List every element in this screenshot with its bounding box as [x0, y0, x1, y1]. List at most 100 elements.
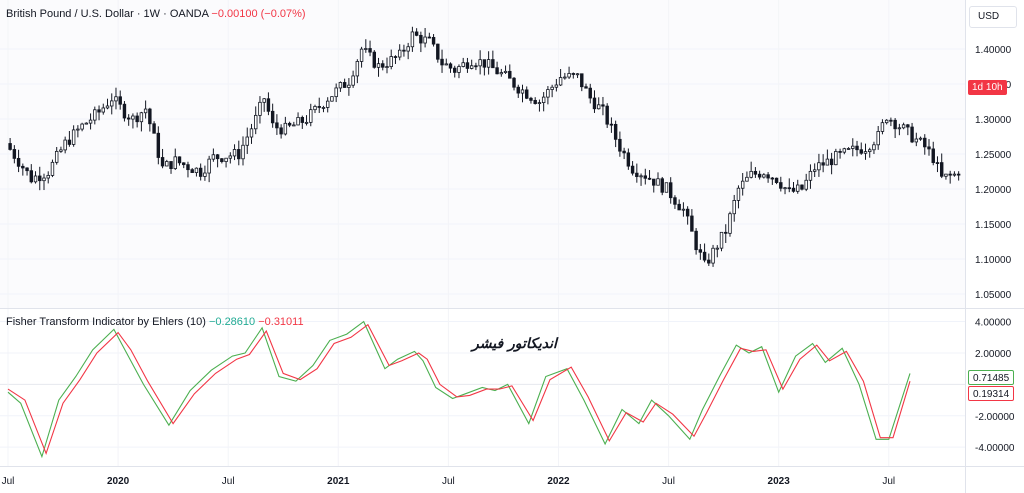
indicator-tick-label: 2.00000	[975, 349, 1012, 360]
candle-body	[186, 164, 190, 171]
candle-body	[469, 65, 474, 69]
candle-body	[609, 123, 614, 126]
candle-body	[694, 230, 698, 251]
candle-body	[436, 43, 440, 60]
candle-body	[702, 251, 707, 261]
candle-body	[33, 175, 38, 183]
candle-body	[512, 77, 516, 88]
candle-body	[580, 73, 584, 88]
candle-body	[859, 149, 863, 154]
candle-body	[834, 151, 838, 166]
candle-body	[554, 84, 559, 88]
price-tick-label: 1.05000	[975, 290, 1012, 301]
candle-body	[321, 107, 326, 109]
candle-body	[588, 87, 592, 99]
candle-body	[393, 56, 398, 58]
candle-body	[486, 59, 491, 68]
candle-body	[359, 48, 364, 62]
candle-body	[639, 175, 643, 178]
candle-body	[317, 106, 321, 108]
candle-body	[275, 122, 279, 129]
candle-body	[884, 119, 889, 124]
candle-body	[88, 119, 93, 124]
candle-body	[406, 46, 410, 52]
candle-body	[21, 165, 25, 169]
candle-body	[503, 70, 508, 73]
candle-body	[749, 170, 753, 178]
price-tick-label: 1.20000	[975, 185, 1012, 196]
candle-body	[897, 127, 902, 130]
candle-body	[148, 108, 152, 125]
candle-body	[270, 110, 275, 124]
candle-body	[893, 119, 897, 130]
candle-body	[613, 123, 618, 140]
indicator-lines	[7, 320, 911, 459]
candle-body	[38, 175, 42, 182]
candle-body	[931, 148, 935, 163]
candle-body	[762, 174, 766, 178]
candle-body	[457, 66, 461, 73]
candle-body	[220, 158, 224, 162]
candle-body	[152, 123, 156, 134]
candle-body	[707, 259, 711, 264]
candle-body	[698, 249, 703, 253]
candle-body	[944, 173, 948, 177]
candle-body	[563, 76, 567, 79]
candle-body	[825, 158, 830, 166]
candle-body	[266, 98, 271, 112]
currency-button[interactable]: USD	[969, 6, 1017, 28]
candle-body	[224, 157, 228, 162]
candle-body	[474, 65, 478, 68]
candle-body	[550, 86, 554, 90]
candle-body	[516, 86, 520, 94]
candle-body	[8, 143, 12, 150]
candle-body	[715, 247, 719, 250]
candle-body	[910, 126, 914, 143]
candle-body	[800, 184, 804, 190]
candle-body	[880, 122, 885, 132]
candle-body	[169, 161, 173, 170]
candle-body	[753, 170, 758, 175]
indicator-tick-label: -2.00000	[975, 412, 1015, 423]
candle-body	[453, 67, 457, 73]
candle-body	[918, 137, 923, 140]
candle-body	[97, 109, 101, 113]
candle-body	[796, 184, 800, 192]
candle-body	[296, 117, 300, 126]
candle-body	[914, 138, 919, 143]
price-tick-label: 1.30000	[975, 115, 1012, 126]
candle-body	[211, 154, 216, 160]
candle-body	[173, 156, 177, 170]
candle-body	[63, 139, 67, 151]
trigger-value: −0.31011	[258, 316, 304, 328]
candle-body	[135, 115, 139, 123]
candle-body	[182, 162, 186, 166]
candle-body	[347, 84, 351, 88]
candle-body	[397, 49, 402, 58]
candle-body	[774, 177, 779, 183]
candle-body	[630, 165, 635, 174]
candle-body	[817, 162, 821, 171]
candle-body	[626, 152, 631, 167]
candle-body	[787, 187, 791, 190]
candle-body	[215, 154, 220, 160]
candle-body	[101, 107, 105, 113]
candle-body	[461, 62, 465, 67]
candle-body	[198, 167, 203, 177]
indicator-header[interactable]: Fisher Transform Indicator by Ehlers (10…	[6, 316, 304, 328]
candle-body	[342, 82, 347, 88]
candle-body	[491, 59, 495, 69]
candle-body	[690, 215, 694, 232]
countdown-badge: 1d 10h	[968, 80, 1007, 95]
candle-body	[829, 158, 834, 166]
candle-body	[232, 149, 237, 157]
time-tick-label: 2023	[768, 476, 791, 487]
candle-body	[16, 157, 21, 167]
candle-body	[804, 179, 808, 190]
symbol-header[interactable]: British Pound / U.S. Dollar · 1W · OANDA…	[6, 8, 306, 20]
candle-body	[779, 182, 783, 189]
time-tick-label: Jul	[662, 476, 675, 487]
candle-body	[939, 162, 944, 177]
